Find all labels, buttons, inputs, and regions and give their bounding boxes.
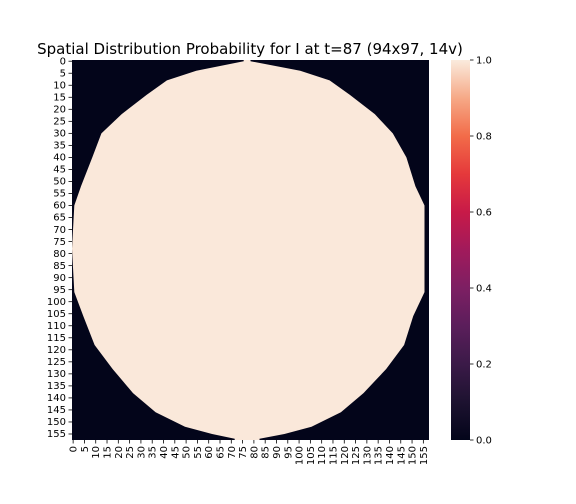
y-tick-label: 130 <box>47 369 66 380</box>
y-tick-label: 45 <box>53 165 66 176</box>
y-axis: 0510152025303540455055606570758085909510… <box>47 56 72 440</box>
x-tick-label: 105 <box>306 446 317 465</box>
y-tick-label: 135 <box>47 381 66 392</box>
y-tick-label: 60 <box>53 201 66 212</box>
y-tick-label: 15 <box>53 92 66 103</box>
x-tick-label: 15 <box>103 446 114 459</box>
colorbar-tick-label: 0.2 <box>476 360 492 371</box>
x-tick-label: 75 <box>238 446 249 459</box>
x-tick-label: 55 <box>193 446 204 459</box>
colorbar-tick-label: 0.4 <box>476 284 492 295</box>
x-tick-label: 40 <box>159 446 170 459</box>
x-tick-label: 20 <box>114 446 125 459</box>
y-tick-label: 65 <box>53 213 66 224</box>
y-tick-label: 85 <box>53 261 66 272</box>
x-tick-label: 45 <box>170 446 181 459</box>
x-tick-label: 10 <box>91 446 102 459</box>
y-tick-label: 90 <box>53 273 66 284</box>
x-tick-label: 70 <box>227 446 238 459</box>
x-tick-label: 85 <box>261 446 272 459</box>
x-tick-label: 0 <box>69 446 80 452</box>
y-tick-label: 120 <box>47 345 66 356</box>
y-tick-label: 50 <box>53 177 66 188</box>
y-tick-label: 145 <box>47 405 66 416</box>
x-tick-label: 125 <box>351 446 362 465</box>
y-tick-label: 140 <box>47 393 66 404</box>
x-tick-label: 115 <box>328 446 339 465</box>
y-tick-label: 155 <box>47 429 66 440</box>
y-tick-label: 110 <box>47 321 66 332</box>
colorbar-axis: 0.0 0.2 0.4 0.6 0.8 1.0 <box>470 56 492 447</box>
colorbar <box>451 60 470 440</box>
x-tick-label: 5 <box>80 446 91 452</box>
x-tick-label: 150 <box>408 446 419 465</box>
y-tick-label: 0 <box>60 56 66 67</box>
heatmap-region <box>72 60 425 440</box>
x-tick-label: 50 <box>182 446 193 459</box>
x-axis: 0 5 10 15 20 25 30 35 40 45 50 55 60 65 70 75 80 85 90 95 10… <box>69 440 430 465</box>
colorbar-tick-label: 0.0 <box>476 436 492 447</box>
heatmap-plot-area <box>72 60 429 440</box>
x-tick-label: 130 <box>362 446 373 465</box>
x-tick-label: 95 <box>283 446 294 459</box>
x-tick-label: 100 <box>295 446 306 465</box>
y-tick-label: 55 <box>53 189 66 200</box>
x-tick-label: 65 <box>215 446 226 459</box>
y-tick-label: 10 <box>53 80 66 91</box>
y-tick-label: 95 <box>53 285 66 296</box>
x-tick-label: 80 <box>249 446 260 459</box>
x-tick-label: 25 <box>125 446 136 459</box>
x-tick-label: 30 <box>136 446 147 459</box>
y-tick-label: 105 <box>47 309 66 320</box>
colorbar-tick-label: 0.8 <box>476 132 492 143</box>
colorbar-tick-label: 0.6 <box>476 208 492 219</box>
x-tick-label: 120 <box>340 446 351 465</box>
x-tick-label: 145 <box>396 446 407 465</box>
y-tick-label: 70 <box>53 225 66 236</box>
x-tick-label: 90 <box>272 446 283 459</box>
chart-title: Spatial Distribution Probability for I a… <box>37 40 463 58</box>
x-tick-label: 60 <box>204 446 215 459</box>
x-tick-label: 135 <box>374 446 385 465</box>
x-tick-label: 110 <box>317 446 328 465</box>
y-tick-label: 80 <box>53 249 66 260</box>
y-tick-label: 150 <box>47 417 66 428</box>
y-tick-label: 75 <box>53 237 66 248</box>
x-tick-label: 35 <box>148 446 159 459</box>
y-tick-label: 125 <box>47 357 66 368</box>
x-tick-label: 155 <box>419 446 430 465</box>
colorbar-tick-label: 1.0 <box>476 56 492 67</box>
y-tick-label: 5 <box>60 68 66 79</box>
y-tick-label: 40 <box>53 153 66 164</box>
y-tick-label: 20 <box>53 105 66 116</box>
y-tick-label: 35 <box>53 141 66 152</box>
y-tick-label: 100 <box>47 297 66 308</box>
y-tick-label: 115 <box>47 333 66 344</box>
x-tick-label: 140 <box>385 446 396 465</box>
y-tick-label: 25 <box>53 117 66 128</box>
y-tick-label: 30 <box>53 129 66 140</box>
